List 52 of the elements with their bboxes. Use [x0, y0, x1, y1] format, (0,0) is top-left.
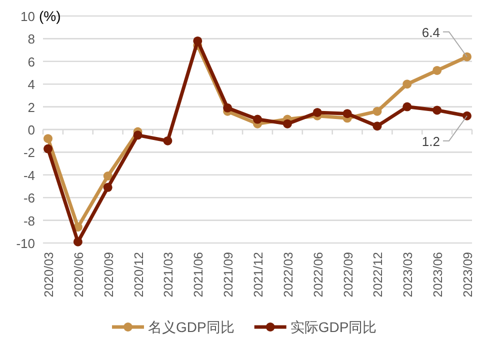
point — [223, 103, 232, 112]
point — [402, 80, 412, 89]
x-tick-label: 2023/06 — [431, 252, 446, 298]
legend-label: 名义GDP同比 — [148, 319, 234, 335]
x-tick-label: 2023/03 — [401, 252, 416, 298]
y-tick-label: -10 — [16, 236, 35, 251]
legend-label: 实际GDP同比 — [290, 319, 377, 335]
y-tick-label: 6 — [28, 54, 35, 70]
x-tick-label: 2020/06 — [72, 252, 86, 298]
point — [432, 66, 442, 75]
y-axis-title: (%) — [39, 8, 61, 24]
point — [432, 106, 442, 115]
point — [44, 134, 52, 144]
point — [253, 114, 262, 124]
y-tick-label: -2 — [23, 145, 35, 160]
point — [163, 136, 172, 146]
y-tick-label: -4 — [23, 168, 35, 183]
point — [103, 172, 112, 181]
x-tick-label: 2022/03 — [281, 252, 296, 298]
y-tick-label: 2 — [28, 100, 35, 115]
y-tick-label: 10 — [20, 9, 35, 24]
point — [462, 52, 472, 62]
point — [133, 130, 142, 140]
point — [193, 36, 202, 46]
x-tick-label: 2022/12 — [371, 252, 386, 298]
point — [44, 144, 52, 154]
point — [402, 102, 412, 112]
x-tick-label: 2020/09 — [102, 252, 116, 298]
x-tick-label: 2020/03 — [42, 252, 56, 298]
x-tick-label: 2022/09 — [341, 252, 356, 298]
point — [312, 108, 322, 117]
point — [342, 109, 352, 118]
point — [282, 119, 292, 128]
data-label: 6.4 — [422, 24, 440, 40]
x-tick-label: 2023/09 — [461, 252, 475, 298]
y-tick-label: 8 — [28, 32, 35, 47]
y-tick-label: 4 — [28, 77, 35, 92]
point — [372, 122, 382, 131]
point — [73, 237, 82, 246]
x-tick-label: 2021/06 — [192, 252, 206, 298]
x-tick-label: 2022/06 — [311, 252, 326, 298]
point — [462, 111, 472, 120]
x-tick-label: 2021/09 — [222, 252, 236, 298]
y-tick-label: -6 — [23, 190, 35, 206]
point — [103, 182, 112, 192]
y-tick-label: -8 — [23, 213, 35, 228]
x-tick-label: 2021/12 — [252, 252, 266, 298]
x-tick-label: 2020/12 — [132, 252, 146, 298]
point — [372, 106, 382, 116]
x-tick-label: 2021/03 — [162, 252, 176, 298]
y-tick-label: 0 — [28, 122, 35, 138]
data-label: 1.2 — [422, 134, 440, 149]
